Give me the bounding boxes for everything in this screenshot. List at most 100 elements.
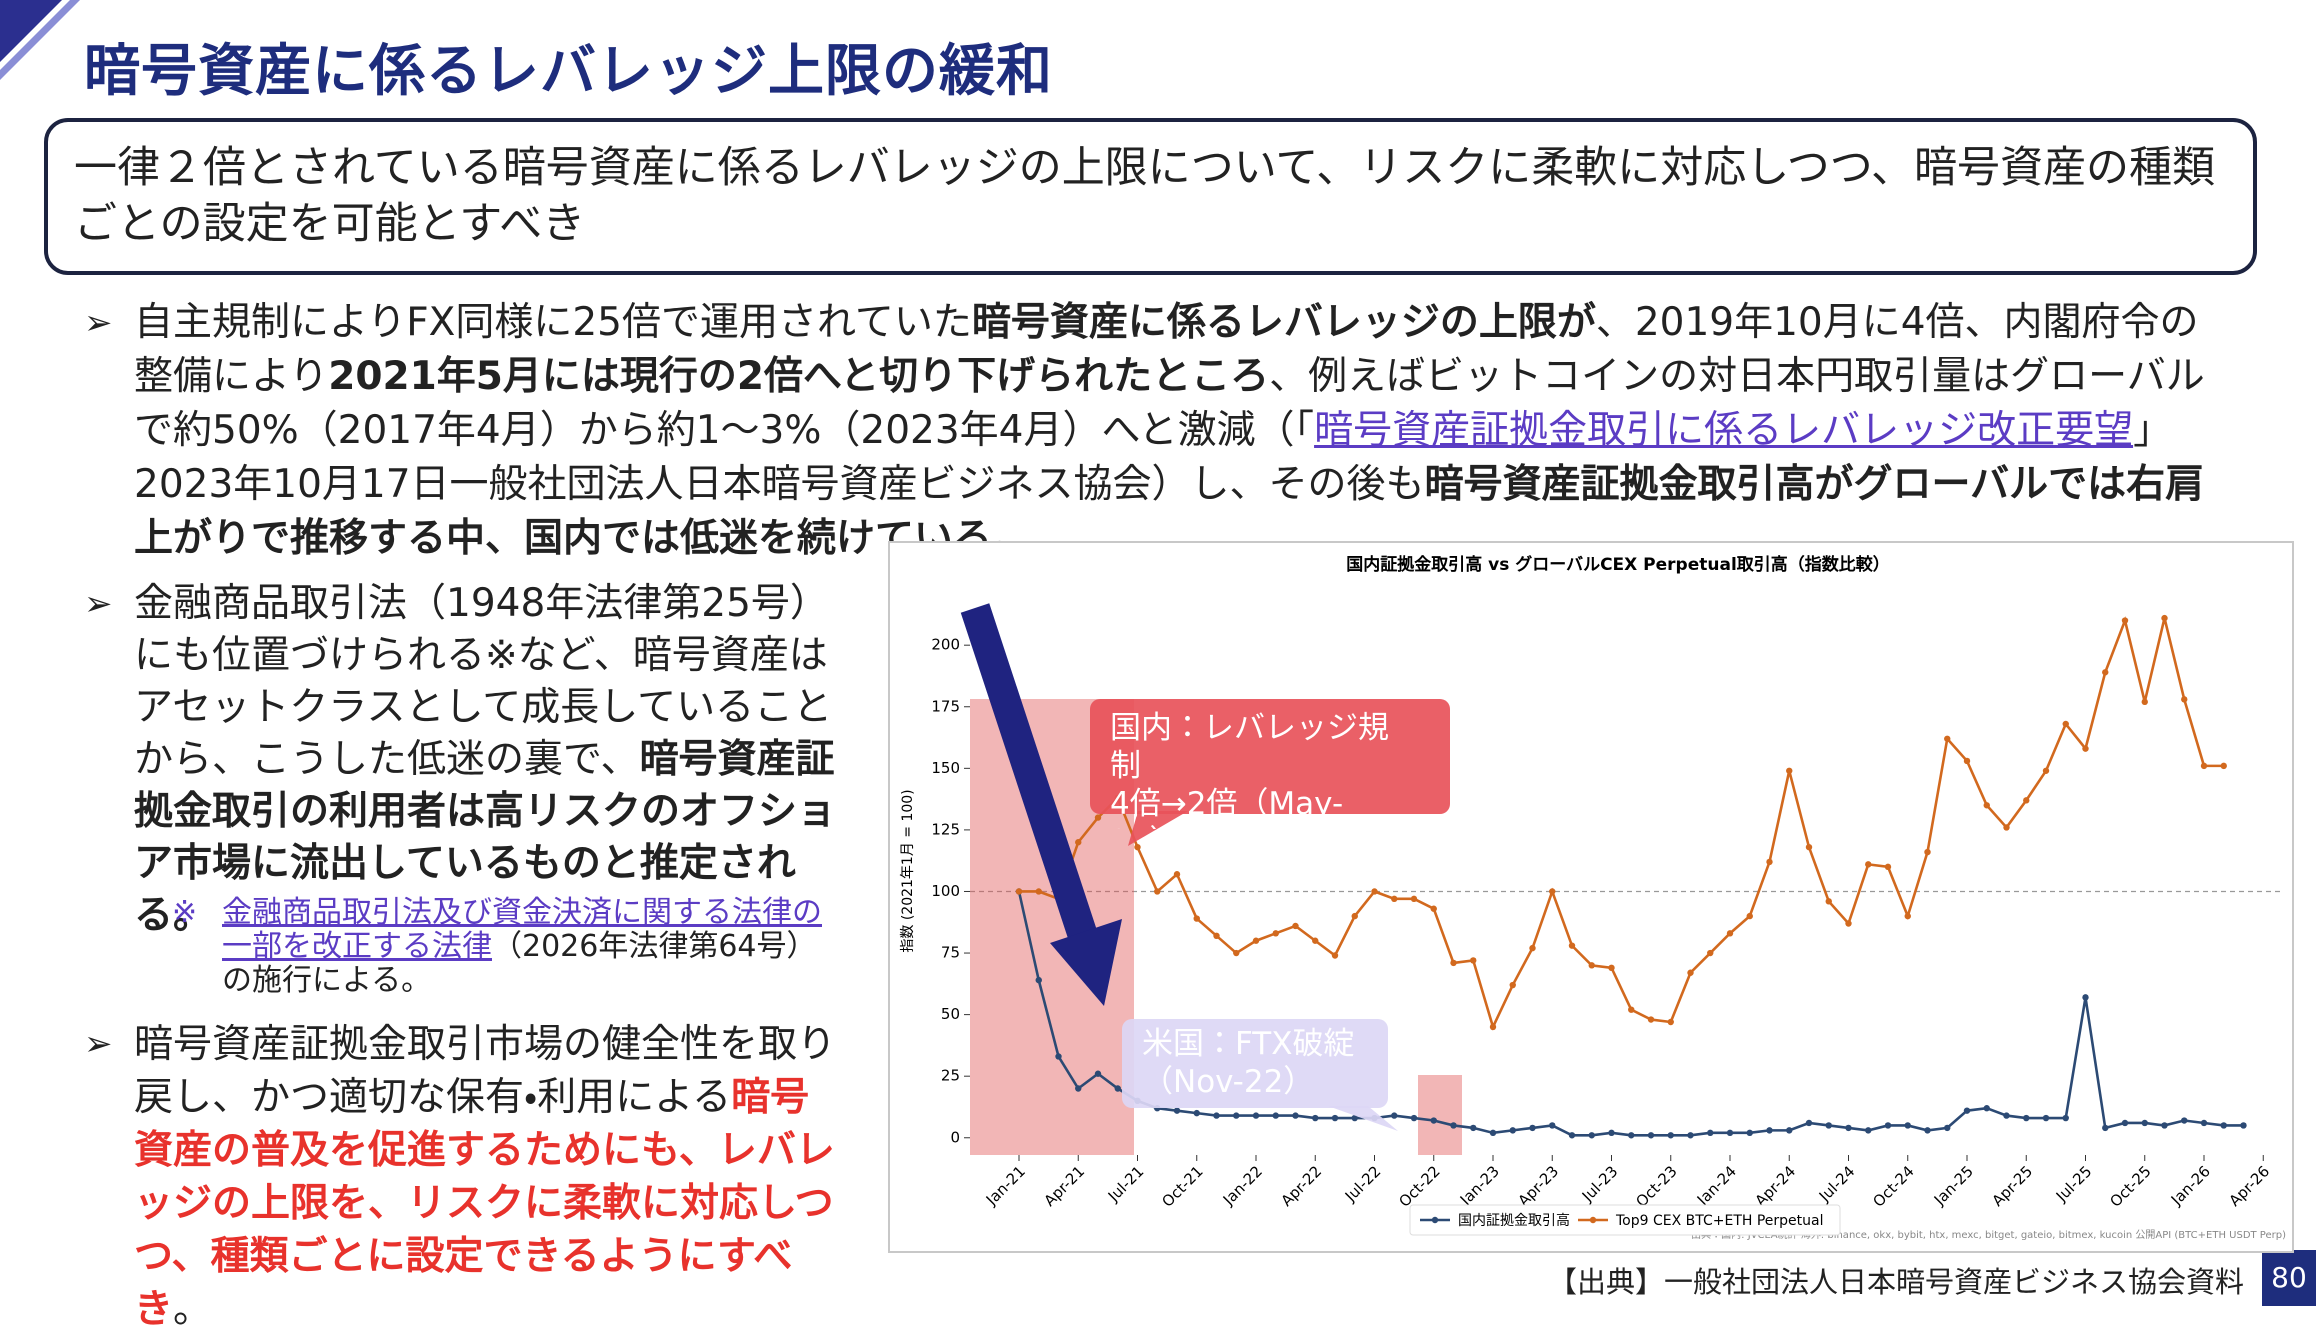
y-tick-label: 25 [941,1067,960,1085]
point [1845,1124,1852,1132]
y-tick-label: 0 [950,1128,960,1146]
y-tick-label: 75 [941,944,960,962]
legend-marker [1431,1216,1439,1224]
point [1173,871,1181,878]
point [1865,1127,1872,1134]
point [1154,888,1161,895]
point [1746,912,1753,920]
chart: 国内証拠金取引高 vs グローバルCEX Perpetual取引高（指数比較） … [888,541,2294,1253]
point [2141,1119,2148,1127]
summary-box: 一律２倍とされている暗号資産に係るレバレッジの上限について、リスクに柔軟に対応し… [44,118,2257,275]
point [2161,1122,2168,1129]
point [1391,1112,1398,1119]
trend-arrow [960,603,1099,944]
point [2042,1114,2050,1122]
trend-arrow-head [1050,919,1122,1006]
point [1766,858,1773,866]
text-segment[interactable]: 金融商品取引法及び資金決済に関する法律の一部を改正する法律 [222,895,822,964]
point [1489,1023,1497,1031]
point [1331,952,1339,959]
point [1825,898,1832,905]
point [1312,937,1319,944]
point [1963,1107,1971,1114]
y-tick-label: 200 [931,636,960,654]
point [2220,762,2227,770]
point [1687,969,1694,976]
point [2003,824,2010,831]
point [1430,1117,1437,1124]
text-segment[interactable]: 暗号資産証拠金取引に係るレバレッジ改正要望 [1314,408,2134,453]
point [1410,895,1418,903]
point [1884,1122,1892,1129]
point [1213,1112,1220,1119]
text-segment: 」2023年10月17日一般社団法人日本暗号資産ビジネス協会）し、その後も [134,408,2173,507]
point [1035,888,1042,895]
point [1786,1127,1793,1134]
point [1312,1114,1319,1122]
point [1628,1132,1635,1139]
point [1549,1122,1556,1129]
legend: 国内証拠金取引高 Top9 CEX BTC+ETH Perpetual [1409,1204,1841,1236]
point [1470,1124,1477,1132]
point [1470,957,1477,964]
text-segment: 、例えばビットコインの対日本円取引量はグローバルで約50%（2017年4月）から… [134,354,2205,453]
text-segment: 2021年5月には現行の2倍へと切り下げられたところ [328,354,1270,399]
point [1805,843,1813,851]
note-mark: ※ [172,895,198,930]
callout-pointer [1128,811,1188,846]
point [1884,863,1892,871]
point [1331,1114,1339,1122]
text-segment: 暗号資産の普及を促進するためにも、レバレッジの上限を、リスクに柔軟に対応しつつ、… [134,1075,835,1332]
point [1983,802,1990,809]
text-segment: 金融商品取引法（1948年法律第25号）にも位置づけられる※など、暗号資産はアセ… [134,581,833,782]
point [1944,1124,1951,1132]
point [1924,848,1931,856]
point [1944,735,1951,742]
slide: 暗号資産に係るレバレッジ上限の緩和 一律２倍とされている暗号資産に係るレバレッジ… [0,0,2316,1306]
point [1628,1006,1635,1013]
y-tick-label: 50 [941,1005,960,1023]
callout-line: 米国：FTX破綻 [1142,1026,1355,1062]
point [1805,1119,1813,1127]
point [1351,912,1358,920]
slide-title: 暗号資産に係るレバレッジ上限の緩和 [84,39,1053,104]
point [1292,1112,1299,1119]
text-segment: 暗号資産に係るレバレッジの上限が [971,300,1596,345]
point [1134,843,1141,851]
y-tick-label: 125 [931,820,960,838]
callout-box [1090,699,1450,814]
legend-frame [1409,1204,1841,1236]
point [2042,767,2050,774]
point [1114,1085,1121,1092]
point [2181,1117,2188,1124]
text-segment: 。 [173,1287,213,1332]
point [2200,762,2208,770]
point [1983,1105,1990,1112]
point [2141,698,2148,706]
point [1233,949,1240,957]
text-segment: 暗号資産証拠金取引高がグローバルでは右肩上がりで推移する中、国内では低迷を続けて… [134,462,2205,561]
point [2082,994,2089,1001]
source: 【出典】一般社団法人日本暗号資産ビジネス協会資料 [1547,1265,2244,1299]
point [1075,839,1082,846]
bullet: 金融商品取引法（1948年法律第25号）にも位置づけられる※など、暗号資産はアセ… [84,578,846,942]
highlight-region [1418,1075,1462,1155]
callout-line: （Nov-22） [1142,1064,1315,1100]
legend-label: 国内証拠金取引高 [1458,1212,1570,1229]
point [1410,1114,1418,1122]
point [1272,930,1279,937]
point [1233,1112,1240,1119]
point [1173,1107,1181,1114]
callout-box [1122,1019,1388,1108]
bullet: 暗号資産証拠金取引市場の健全性を取り戻し、かつ適切な保有・利用による暗号資産の普… [84,1018,846,1336]
point [2121,1119,2129,1127]
point [1924,1127,1931,1134]
point [2102,669,2109,676]
point [1647,1016,1655,1023]
bullet: 自主規制によりFX同様に25倍で運用されていた暗号資産に係るレバレッジの上限が、… [84,296,2234,566]
point [1845,920,1852,927]
point [2062,1114,2069,1122]
text-segment: （2026年法律第64号）の施行による。 [222,929,817,998]
point [1608,1129,1615,1137]
